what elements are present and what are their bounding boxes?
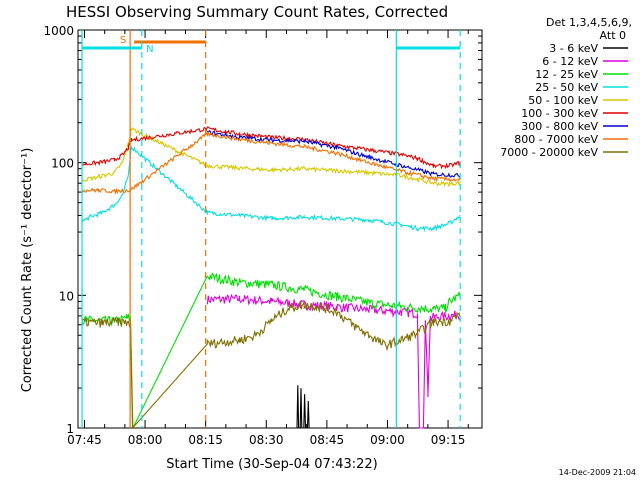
x-axis-label: Start Time (30-Sep-04 07:43:22) <box>166 457 377 472</box>
series-line <box>81 300 461 430</box>
series-line <box>81 272 461 429</box>
series-line <box>206 129 461 178</box>
chart-title: HESSI Observing Summary Count Rates, Cor… <box>66 3 448 21</box>
legend-header-line-2: Att 0 <box>600 29 626 42</box>
x-tick-label: 08:15 <box>188 433 223 447</box>
legend-label: 12 - 25 keV <box>535 68 598 81</box>
y-tick-label: 1000 <box>43 24 74 38</box>
legend-label: 100 - 300 keV <box>521 107 598 120</box>
legend-label: 800 - 7000 keV <box>514 133 598 146</box>
x-tick-label: 08:00 <box>128 433 163 447</box>
plot-frame <box>77 29 483 429</box>
legend-label: 25 - 50 keV <box>535 81 598 94</box>
legend-label: 3 - 6 keV <box>549 42 598 55</box>
series-line <box>206 293 461 429</box>
series-line <box>296 385 310 429</box>
legend-label: 50 - 100 keV <box>528 94 598 107</box>
series-line <box>81 131 461 196</box>
x-tick-label: 08:30 <box>249 433 284 447</box>
legend-label: 300 - 800 keV <box>521 120 598 133</box>
series-line <box>81 126 461 170</box>
y-tick-label: 10 <box>59 289 74 303</box>
legend-header-line-1: Det 1,3,4,5,6,9, <box>546 16 632 29</box>
saa-label: S <box>120 35 126 46</box>
night-label: N <box>146 44 153 55</box>
x-tick-label: 09:15 <box>431 433 466 447</box>
y-tick-label: 1 <box>66 422 74 436</box>
legend-label: 6 - 12 keV <box>542 55 598 68</box>
x-tick-label: 07:45 <box>67 433 102 447</box>
date-stamp: 14-Dec-2009 21:04 <box>559 468 636 477</box>
plot-area: 07:45 08:00 08:15 08:30 08:45 09:00 09:15 1 10 10… <box>43 24 483 447</box>
x-tick-label: 08:45 <box>310 433 345 447</box>
y-tick-label: 100 <box>51 157 74 171</box>
y-axis-label: Corrected Count Rate (s⁻¹ detector⁻¹) <box>20 148 35 393</box>
legend-label: 7000 - 20000 keV <box>500 146 598 159</box>
x-tick-label: 09:00 <box>370 433 405 447</box>
series-line <box>81 127 461 188</box>
